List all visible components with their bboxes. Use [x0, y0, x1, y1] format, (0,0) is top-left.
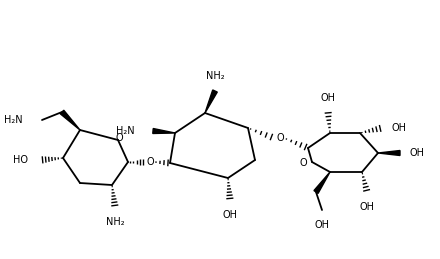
Text: NH₂: NH₂ — [205, 71, 224, 81]
Text: O: O — [299, 158, 307, 168]
Text: NH₂: NH₂ — [106, 217, 125, 227]
Text: H₂N: H₂N — [116, 126, 135, 136]
Text: H₂N: H₂N — [4, 115, 23, 125]
Text: O: O — [146, 157, 154, 167]
Polygon shape — [205, 90, 217, 113]
Text: OH: OH — [392, 123, 407, 133]
Text: OH: OH — [320, 93, 335, 103]
Text: HO: HO — [13, 155, 28, 165]
Polygon shape — [314, 172, 330, 193]
Text: OH: OH — [359, 202, 374, 212]
Text: OH: OH — [315, 220, 330, 230]
Polygon shape — [378, 150, 400, 155]
Text: O: O — [115, 133, 123, 143]
Polygon shape — [60, 110, 80, 130]
Text: O: O — [276, 133, 284, 143]
Polygon shape — [153, 128, 175, 133]
Text: OH: OH — [223, 210, 238, 220]
Text: OH: OH — [410, 148, 425, 158]
